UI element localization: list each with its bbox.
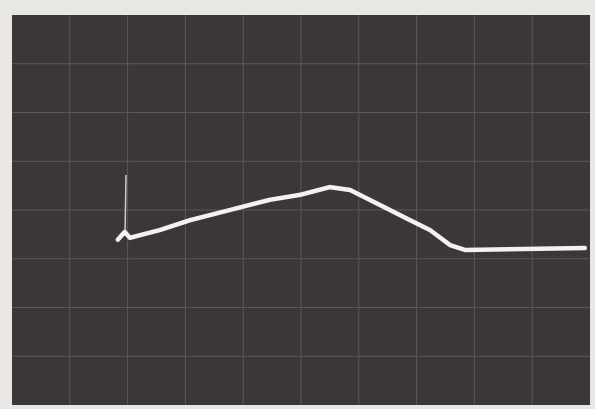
page: (() => { const data = JSON.parse(documen…: [0, 0, 595, 409]
trace-spike: [125, 175, 126, 236]
oscilloscope-photo: [0, 0, 595, 409]
